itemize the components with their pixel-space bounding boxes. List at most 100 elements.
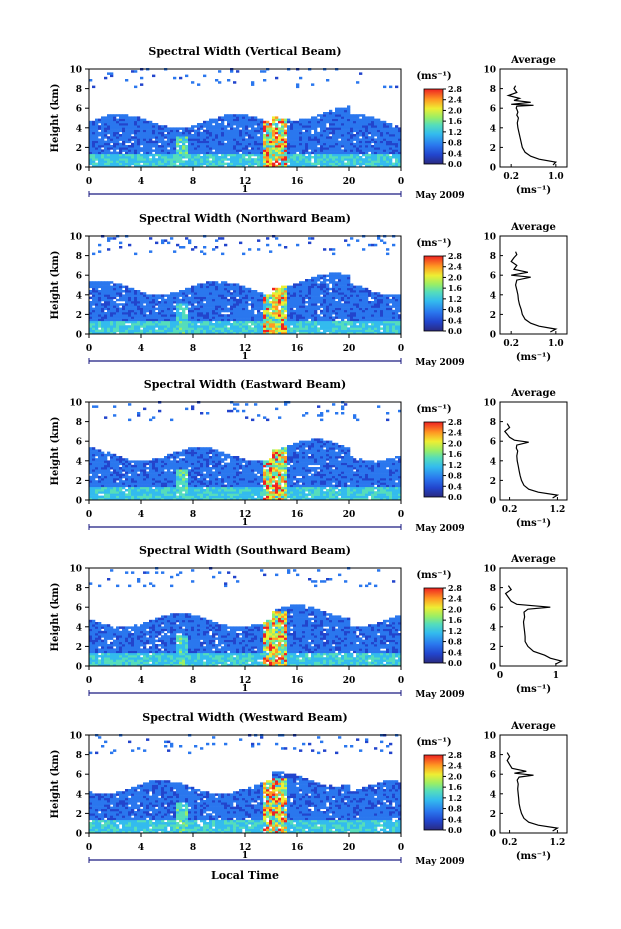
- colorbar-tick-label: 1.2: [448, 626, 462, 636]
- y-axis-label: Height (km): [50, 251, 61, 320]
- colorbar: [423, 88, 444, 165]
- month-label: May 2009: [415, 358, 464, 368]
- x-tick-label: 16: [291, 843, 304, 853]
- x-tick-label: 4: [138, 344, 144, 354]
- average-title: Average: [510, 388, 556, 399]
- average-y-tick-label: 4: [490, 124, 496, 134]
- y-tick-label: 6: [76, 272, 82, 282]
- colorbar-tick-label: 0.8: [448, 804, 462, 814]
- colorbar-tick-label: 2.0: [448, 105, 462, 115]
- average-y-tick-label: 4: [490, 623, 496, 633]
- panel-title: Spectral Width (Vertical Beam): [148, 45, 341, 58]
- average-y-tick-label: 0: [490, 663, 496, 673]
- y-tick-label: 4: [76, 623, 82, 633]
- colorbar-tick-label: 2.8: [448, 251, 462, 261]
- average-x-tick-label: 0.2: [503, 339, 519, 349]
- day-label: 1: [242, 684, 248, 694]
- colorbar-unit-label: (ms⁻¹): [416, 404, 451, 415]
- average-title: Average: [510, 222, 556, 233]
- colorbar-tick-label: 2.0: [448, 438, 462, 448]
- x-tick-label: 4: [138, 510, 144, 520]
- colorbar-tick-label: 2.4: [448, 594, 462, 604]
- x-tick-label: 16: [291, 344, 304, 354]
- month-label: May 2009: [415, 690, 464, 700]
- average-y-tick-label: 8: [490, 751, 496, 761]
- average-x-label: (ms⁻¹): [516, 185, 551, 196]
- heatmap-cells: [89, 401, 402, 501]
- colorbar-tick-label: 2.4: [448, 95, 462, 105]
- colorbar-tick-label: 0.4: [448, 481, 462, 491]
- month-label: May 2009: [415, 857, 464, 867]
- y-tick-label: 0: [76, 331, 82, 341]
- average-y-tick-label: 10: [483, 565, 496, 575]
- x-tick-label: 0: [398, 843, 404, 853]
- y-tick-label: 8: [76, 252, 82, 262]
- y-axis-label: Height (km): [50, 583, 61, 652]
- colorbar-tick-label: 0.0: [448, 326, 462, 336]
- average-line: [503, 423, 560, 499]
- y-tick-label: 10: [69, 233, 82, 243]
- average-x-label: (ms⁻¹): [516, 851, 551, 862]
- average-x-label: (ms⁻¹): [516, 518, 551, 529]
- average-y-tick-label: 10: [483, 399, 496, 409]
- y-tick-label: 6: [76, 604, 82, 614]
- average-y-tick-label: 0: [490, 830, 496, 840]
- y-tick-label: 10: [69, 399, 82, 409]
- average-y-tick-label: 10: [483, 732, 496, 742]
- x-tick-label: 12: [239, 344, 252, 354]
- average-x-label: (ms⁻¹): [516, 352, 551, 363]
- y-tick-label: 8: [76, 751, 82, 761]
- average-frame: [499, 567, 568, 667]
- day-label: 1: [242, 185, 248, 195]
- colorbar-tick-label: 1.2: [448, 127, 462, 137]
- panel-title: Spectral Width (Eastward Beam): [144, 378, 346, 391]
- average-y-tick-label: 6: [490, 604, 496, 614]
- colorbar-tick-label: 2.8: [448, 84, 462, 94]
- colorbar-tick-label: 0.8: [448, 637, 462, 647]
- x-tick-label: 20: [343, 177, 356, 187]
- heatmap-cells: [89, 68, 402, 168]
- y-tick-label: 2: [76, 311, 82, 321]
- colorbar-tick-label: 0.4: [448, 647, 462, 657]
- colorbar-unit-label: (ms⁻¹): [416, 570, 451, 581]
- average-y-tick-label: 2: [490, 477, 496, 487]
- colorbar-tick-label: 0.4: [448, 814, 462, 824]
- colorbar-tick-label: 2.8: [448, 583, 462, 593]
- colorbar-tick-label: 2.8: [448, 417, 462, 427]
- y-tick-label: 8: [76, 85, 82, 95]
- x-tick-label: 12: [239, 676, 252, 686]
- average-y-tick-label: 8: [490, 418, 496, 428]
- average-x-tick-label: 1.2: [550, 838, 566, 848]
- average-frame: [499, 401, 568, 501]
- day-label: 1: [242, 851, 248, 861]
- colorbar-tick-label: 0.0: [448, 658, 462, 668]
- average-y-tick-label: 4: [490, 457, 496, 467]
- average-y-tick-label: 0: [490, 497, 496, 507]
- x-tick-label: 16: [291, 177, 304, 187]
- colorbar-tick-label: 0.0: [448, 492, 462, 502]
- y-tick-label: 4: [76, 291, 82, 301]
- average-y-tick-label: 4: [490, 790, 496, 800]
- y-tick-label: 6: [76, 438, 82, 448]
- x-tick-label: 16: [291, 510, 304, 520]
- x-tick-label: 4: [138, 676, 144, 686]
- y-tick-label: 10: [69, 66, 82, 76]
- colorbar: [423, 754, 444, 831]
- heatmap-cells: [89, 235, 402, 335]
- x-tick-label: 12: [239, 177, 252, 187]
- average-y-tick-label: 0: [490, 164, 496, 174]
- average-y-tick-label: 2: [490, 311, 496, 321]
- colorbar-tick-label: 0.8: [448, 471, 462, 481]
- panel-0: Spectral Width (Vertical Beam)0246810Hei…: [50, 45, 568, 201]
- x-tick-label: 0: [398, 344, 404, 354]
- colorbar-tick-label: 1.6: [448, 116, 462, 126]
- average-title: Average: [510, 55, 556, 66]
- x-tick-label: 12: [239, 510, 252, 520]
- x-tick-label: 4: [138, 843, 144, 853]
- x-tick-label: 0: [398, 510, 404, 520]
- average-x-tick-label: 1.2: [550, 505, 566, 515]
- average-y-tick-label: 0: [490, 331, 496, 341]
- average-y-tick-label: 6: [490, 105, 496, 115]
- panel-3: Spectral Width (Southward Beam)0246810He…: [50, 544, 568, 700]
- average-y-tick-label: 6: [490, 438, 496, 448]
